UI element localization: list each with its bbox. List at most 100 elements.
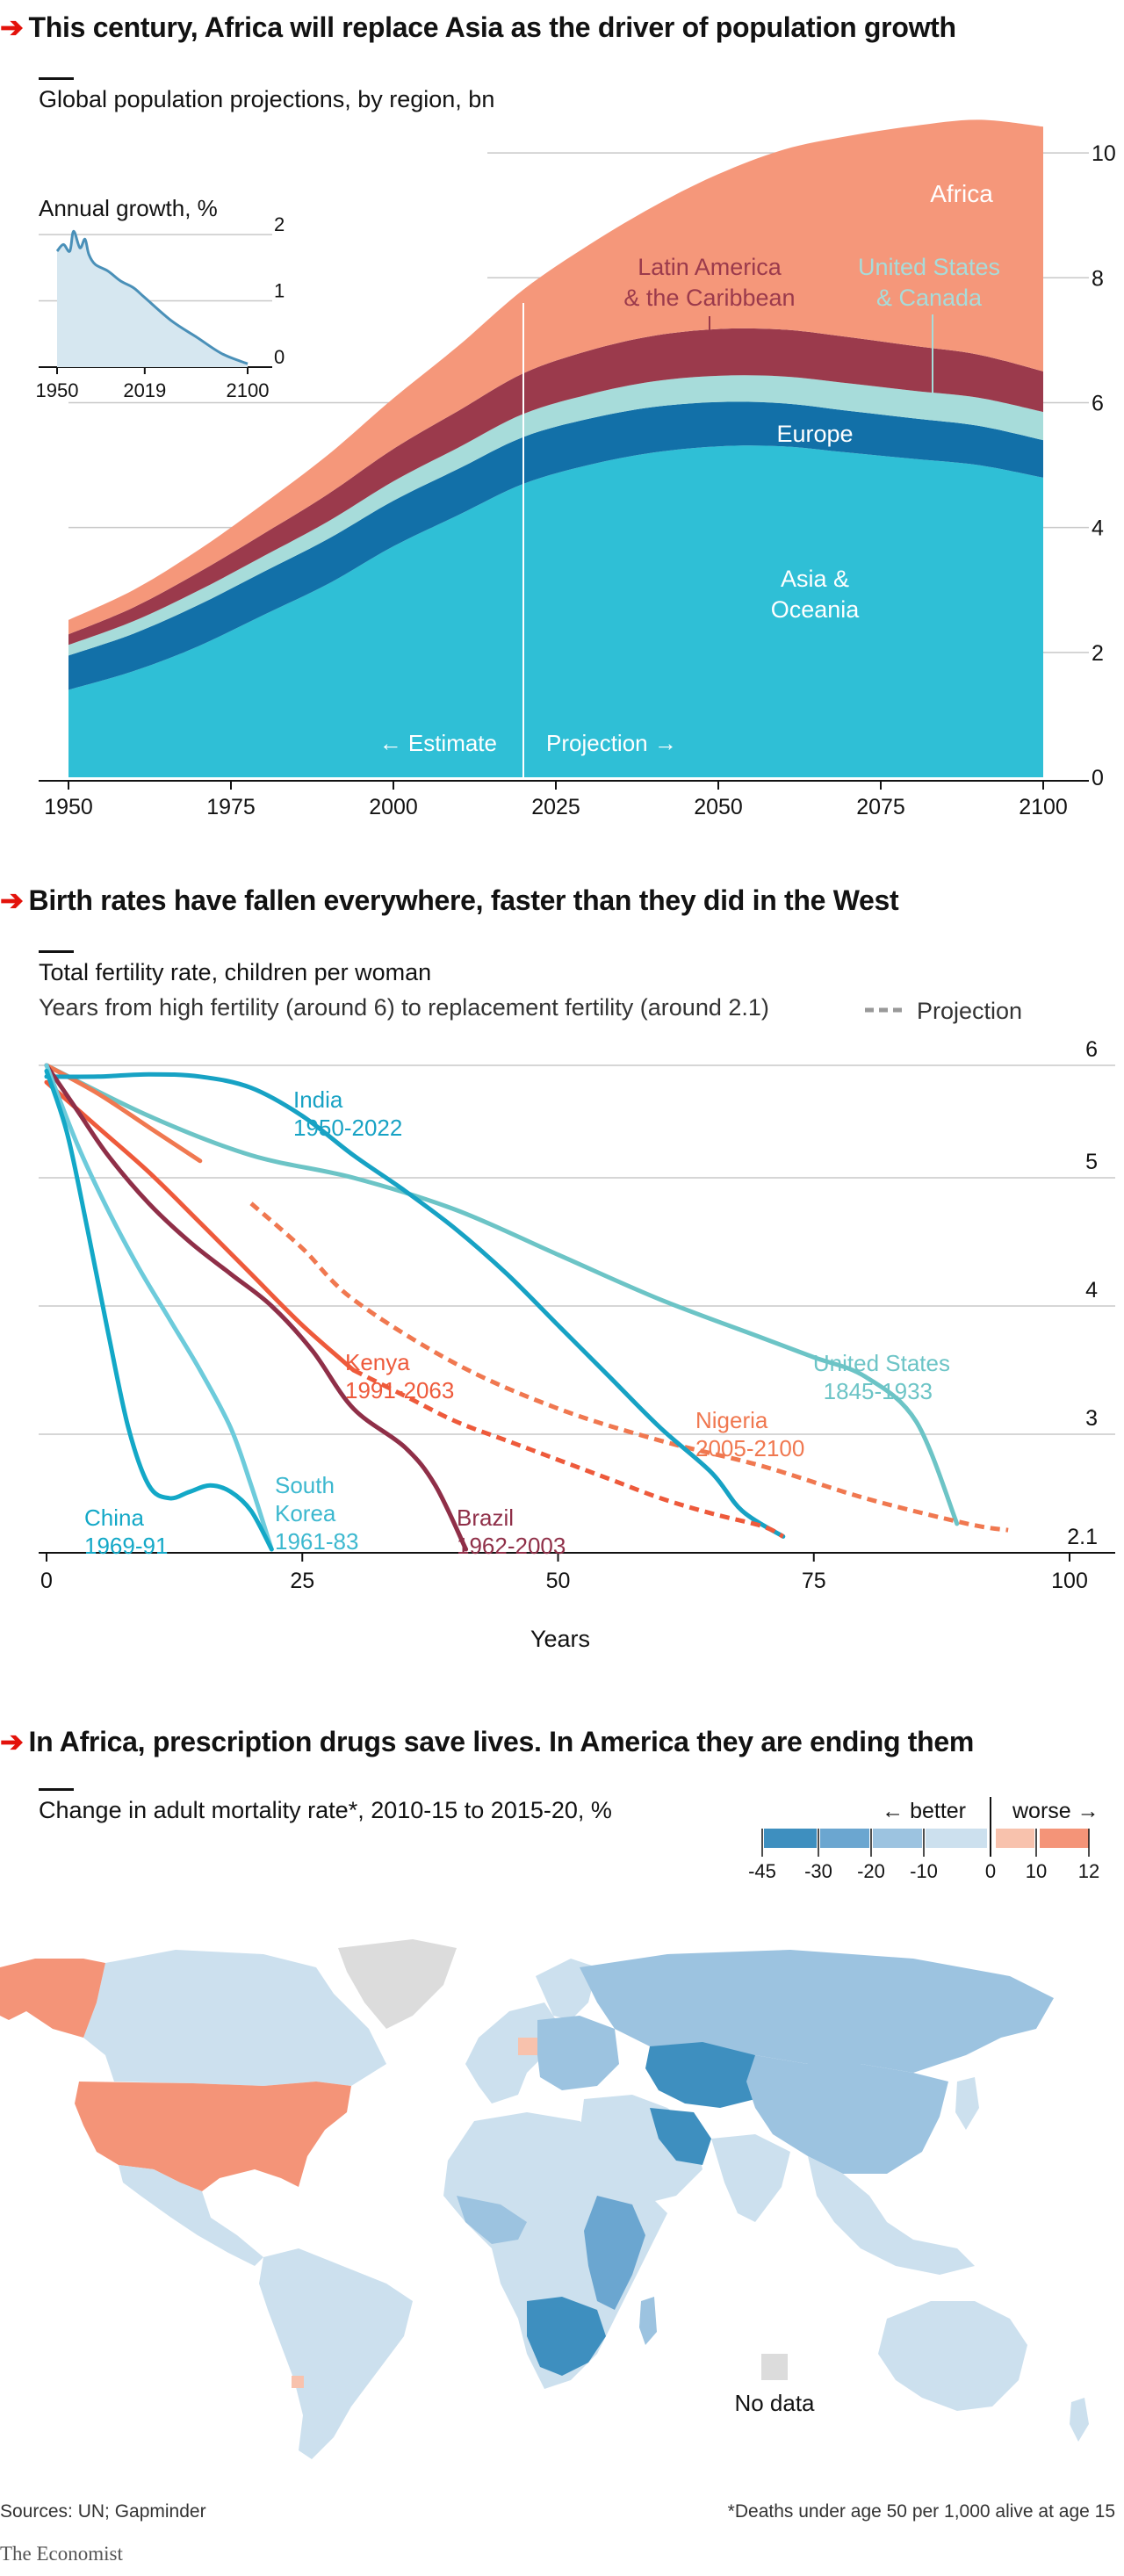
area-latin-america-the-caribbean <box>68 328 1043 646</box>
region-south-america <box>259 2248 413 2459</box>
chart1-headline: ➔ This century, Africa will replace Asia … <box>0 11 956 43</box>
chart2-subtitle: Total fertility rate, children per woman <box>39 959 432 985</box>
x-tick-label: 1950 <box>44 795 93 819</box>
region-australia <box>878 2301 1027 2411</box>
region-russia <box>580 1950 1054 2073</box>
line-kenya- <box>44 1079 356 1373</box>
label-sk-1: South <box>275 1472 335 1498</box>
area-asia-oceania <box>68 445 1043 777</box>
label-asia-line1: Asia & <box>781 566 849 592</box>
region-alaska <box>0 1959 105 2038</box>
legend-tick-label: -45 <box>748 1860 776 1880</box>
area-united-states-canada <box>68 375 1043 656</box>
label-sk-2: Korea <box>275 1500 336 1526</box>
inset-growth-area <box>57 231 248 367</box>
line-china- <box>44 1068 274 1552</box>
label-kenya-2: 1991-2063 <box>345 1377 454 1403</box>
x-tick-label: 75 <box>802 1569 826 1593</box>
label-latam-line1: Latin America <box>638 254 782 280</box>
legend-swatch <box>764 1829 817 1848</box>
y-tick-label: 6 <box>1085 1037 1098 1062</box>
area-africa <box>68 119 1043 635</box>
label-sk-3: 1961-83 <box>275 1528 358 1555</box>
x-tick-label: 0 <box>40 1569 53 1593</box>
projection-legend: Projection <box>865 998 1022 1024</box>
legend-swatches <box>764 1829 1089 1848</box>
region-east-asia <box>746 2055 948 2174</box>
world-mortality-map: No data <box>0 1939 1089 2459</box>
line-nigeria--projection <box>249 1201 1009 1533</box>
x-tick-label: 2100 <box>1019 795 1068 819</box>
y-tick-label: 5 <box>1085 1150 1098 1174</box>
region-japan <box>955 2077 979 2130</box>
y-tick-label: 4 <box>1085 1278 1098 1302</box>
line-south-korea- <box>44 1063 274 1552</box>
label-china-2: 1969-91 <box>84 1533 168 1559</box>
x-tick-label: 2050 <box>694 795 743 819</box>
headline-arrow-icon: ➔ <box>0 11 24 43</box>
region-west-africa <box>457 2196 527 2244</box>
no-data-label: No data <box>734 2390 815 2416</box>
region-kazakhstan <box>645 2042 773 2108</box>
region-canada <box>83 1950 386 2086</box>
annual-growth-inset: Annual growth, % 2 1 0 1950 2019 2100 <box>36 195 285 401</box>
legend-swatch <box>926 1829 987 1848</box>
no-data-swatch <box>761 2354 788 2380</box>
x-tick-label: 2000 <box>369 795 418 819</box>
chart1-areas <box>68 119 1043 777</box>
label-nigeria-1: Nigeria <box>695 1407 768 1433</box>
label-latam-line2: & the Caribbean <box>623 285 795 311</box>
x-tick-label: 1975 <box>206 795 256 819</box>
label-europe: Europe <box>776 421 853 447</box>
label-nigeria-2: 2005-2100 <box>695 1435 804 1461</box>
y-tick-label: 0 <box>1092 766 1104 790</box>
chart2-xlabel: Years <box>530 1626 590 1652</box>
label-kenya-1: Kenya <box>345 1349 410 1375</box>
label-india-1: India <box>293 1086 343 1113</box>
line-india- <box>44 1072 786 1539</box>
region-southeast-asia <box>808 2156 975 2275</box>
headline-arrow-icon: ➔ <box>0 884 24 916</box>
region-africa <box>443 2112 667 2389</box>
inset-y-tick: 1 <box>274 280 285 302</box>
inset-x-tick-label: 2100 <box>227 379 270 401</box>
chart3-headline: ➔ In Africa, prescription drugs save live… <box>0 1726 975 1757</box>
projection-legend-label: Projection <box>917 998 1022 1024</box>
line-united-states- <box>44 1063 960 1526</box>
inset-title: Annual growth, % <box>39 195 218 221</box>
region-uruguay <box>292 2376 304 2388</box>
legend-swatch <box>996 1829 1034 1848</box>
chart2-axes: 2.1 3 4 5 6 0 25 50 75 100 <box>39 1037 1115 1593</box>
legend-tick-label: -10 <box>910 1860 938 1880</box>
chart1-rule <box>39 77 74 80</box>
area-europe <box>68 401 1043 690</box>
chart2-gridlines <box>39 1064 1115 1435</box>
region-poland <box>518 2038 537 2055</box>
line-kenya--projection <box>352 1367 784 1539</box>
legend-ticks: -45 -30 -20 -10 0 10 12 <box>748 1829 1099 1880</box>
y-tick-label: 2.1 <box>1067 1525 1098 1549</box>
label-projection: Projection → <box>546 730 677 756</box>
label-estimate: ← Estimate <box>379 730 497 756</box>
label-asia-line2: Oceania <box>771 596 861 623</box>
x-tick-label: 100 <box>1051 1569 1088 1593</box>
region-greenland <box>338 1939 457 2029</box>
legend-swatch <box>873 1829 922 1848</box>
legend-tick-label: 0 <box>985 1860 996 1880</box>
label-us-canada-line1: United States <box>858 254 1000 280</box>
y-tick-label: 3 <box>1085 1406 1098 1431</box>
footer-brand: The Economist <box>0 2543 123 2565</box>
footer-note: *Deaths under age 50 per 1,000 alive at … <box>727 2501 1115 2522</box>
inset-ticks: 2 1 0 1950 2019 2100 <box>36 213 285 401</box>
chart3-subtitle: Change in adult mortality rate*, 2010-15… <box>39 1797 612 1823</box>
x-tick-label: 50 <box>546 1569 571 1593</box>
region-mexico <box>119 2165 263 2266</box>
headline-arrow-icon: ➔ <box>0 1726 24 1757</box>
legend-tick-label: -20 <box>857 1860 885 1880</box>
y-tick-label: 6 <box>1092 391 1104 415</box>
inset-growth-line <box>55 229 249 365</box>
x-tick-label: 25 <box>290 1569 314 1593</box>
inset-x-tick-label: 1950 <box>36 379 79 401</box>
region-new-zealand <box>1070 2398 1089 2442</box>
